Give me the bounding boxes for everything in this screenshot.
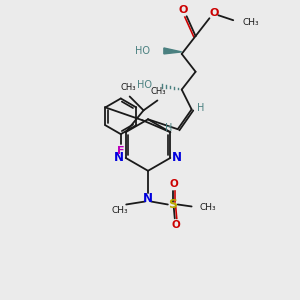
Text: N: N [172, 152, 182, 164]
Text: CH₃: CH₃ [112, 206, 129, 215]
Polygon shape [164, 48, 182, 54]
Text: S: S [168, 198, 177, 211]
Text: H: H [165, 123, 172, 133]
Text: O: O [210, 8, 219, 18]
Text: N: N [114, 152, 124, 164]
Text: O: O [178, 5, 188, 15]
Text: CH₃: CH₃ [151, 87, 166, 96]
Text: N: N [143, 192, 153, 205]
Text: F: F [117, 146, 124, 156]
Text: CH₃: CH₃ [242, 18, 259, 27]
Text: CH₃: CH₃ [200, 203, 216, 212]
Text: O: O [169, 179, 178, 189]
Text: H: H [197, 103, 204, 113]
Text: HO: HO [135, 46, 150, 56]
Text: CH₃: CH₃ [121, 83, 136, 92]
Text: O: O [171, 220, 180, 230]
Text: HO: HO [137, 80, 152, 90]
